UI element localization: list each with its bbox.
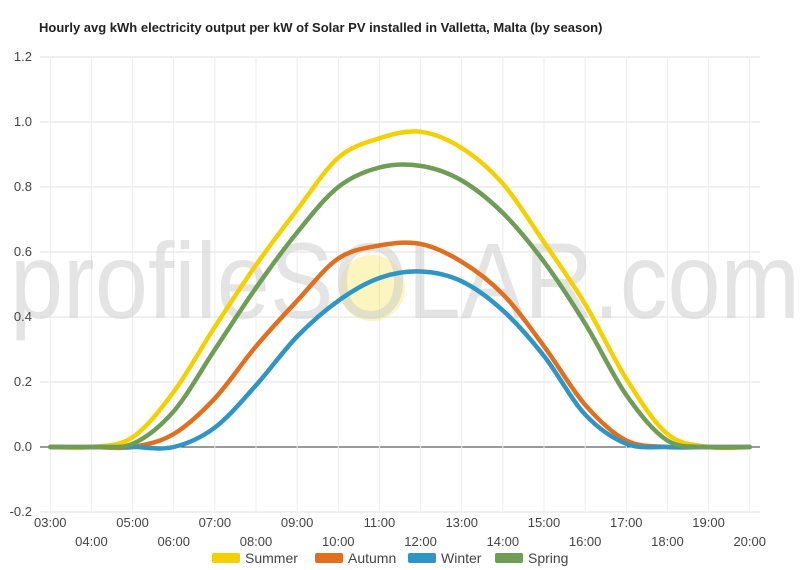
series-line-winter	[48, 269, 752, 451]
x-tick-label: 10:00	[322, 534, 355, 549]
watermark-text: profileSOLAR.com	[10, 220, 800, 341]
x-tick-label: 07:00	[199, 515, 232, 530]
legend-swatch-autumn	[315, 553, 343, 563]
legend-label-spring: Spring	[528, 550, 568, 566]
x-tick-label: 19:00	[692, 515, 725, 530]
x-tick-label: 12:00	[404, 534, 437, 549]
x-tick-label: 03:00	[34, 515, 67, 530]
x-tick-label: 04:00	[75, 534, 108, 549]
x-tick-label: 06:00	[157, 534, 190, 549]
x-tick-label: 14:00	[487, 534, 520, 549]
x-tick-label: 13:00	[445, 515, 478, 530]
series-line-summer	[48, 129, 752, 451]
y-tick-label: 0.6	[14, 244, 32, 259]
y-tick-label: 1.2	[14, 49, 32, 64]
x-tick-label: 16:00	[569, 534, 602, 549]
watermark-sun-icon	[339, 255, 405, 321]
y-tick-label: 0.0	[14, 439, 32, 454]
x-tick-label: 20:00	[733, 534, 766, 549]
series-line-autumn	[48, 240, 752, 451]
y-tick-label: 0.2	[14, 374, 32, 389]
legend-label-winter: Winter	[441, 550, 482, 566]
y-tick-label: -0.2	[10, 504, 32, 519]
x-tick-label: 11:00	[364, 515, 396, 530]
x-tick-label: 18:00	[651, 534, 684, 549]
y-tick-label: 0.8	[14, 179, 32, 194]
x-tick-label: 09:00	[281, 515, 314, 530]
chart-title: Hourly avg kWh electricity output per kW…	[39, 20, 603, 35]
x-tick-label: 08:00	[240, 534, 273, 549]
x-tick-label: 15:00	[528, 515, 561, 530]
legend-swatch-winter	[408, 553, 436, 563]
legend-swatch-summer	[212, 553, 240, 563]
x-tick-label: 17:00	[610, 515, 643, 530]
series-line-spring	[48, 162, 752, 450]
y-tick-label: 0.4	[14, 309, 32, 324]
legend-swatch-spring	[495, 553, 523, 563]
x-tick-label: 05:00	[116, 515, 149, 530]
legend-label-autumn: Autumn	[348, 550, 396, 566]
legend-label-summer: Summer	[245, 550, 298, 566]
y-tick-label: 1.0	[14, 114, 32, 129]
